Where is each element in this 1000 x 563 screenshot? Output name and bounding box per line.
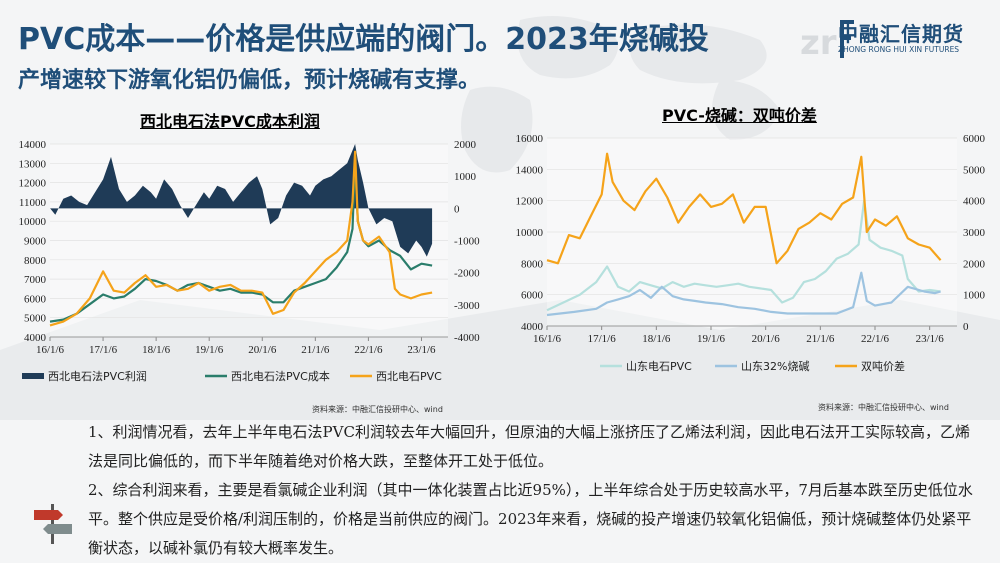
legend-label: 山东32%烧碱: [741, 360, 809, 373]
right-chart-source: 资料来源：中融汇信投研中心、wind: [818, 403, 949, 412]
x-tick-label: 17/1/6: [89, 344, 118, 356]
right-chart: 1600014000120001000080006000400060005000…: [516, 133, 986, 373]
y-right-tick-label: 1000: [454, 171, 477, 183]
y-right-tick-label: -3000: [454, 300, 480, 312]
company-name-cn: 中融汇信期货: [838, 22, 964, 46]
page-title-line-2: 产增速较下游氧化铝仍偏低，预计烧碱有支撑。: [18, 68, 481, 93]
y-left-tick-label: 4000: [521, 321, 544, 333]
right-chart-title: PVC-烧碱：双吨价差: [662, 106, 817, 125]
y-right-tick-label: 5000: [963, 164, 986, 176]
x-tick-label: 23/1/6: [407, 344, 436, 356]
svg-text:zr: zr: [800, 23, 837, 63]
y-left-tick-label: 10000: [516, 227, 544, 239]
y-left-tick-label: 8000: [521, 258, 544, 270]
page-title-line-1: PVC成本——价格是供应端的阀门。2023年烧碱投: [18, 22, 709, 57]
y-right-tick-label: 1000: [963, 290, 986, 302]
x-tick-label: 17/1/6: [588, 333, 617, 345]
legend-label: 西北电石PVC: [376, 370, 442, 383]
x-tick-label: 20/1/6: [248, 344, 277, 356]
series-2-line: [49, 150, 433, 327]
legend-label: 西北电石法PVC利润: [48, 369, 147, 383]
y-left-tick-label: 8000: [24, 255, 47, 267]
series-2-line: [546, 152, 942, 265]
series-0-area: [50, 144, 433, 257]
x-tick-label: 16/1/6: [36, 344, 65, 356]
y-right-tick-label: 6000: [963, 133, 986, 145]
y-left-tick-label: 14000: [19, 139, 47, 151]
x-tick-label: 22/1/6: [354, 344, 383, 356]
y-right-tick-label: 2000: [454, 139, 477, 151]
legend-label: 双吨价差: [861, 359, 905, 373]
y-left-tick-label: 12000: [19, 178, 47, 190]
legend-label: 西北电石法PVC成本: [231, 369, 330, 383]
x-tick-label: 18/1/6: [142, 344, 171, 356]
y-left-tick-label: 7000: [24, 274, 47, 286]
y-right-tick-label: -2000: [454, 268, 480, 280]
x-tick-label: 19/1/6: [195, 344, 224, 356]
x-tick-label: 23/1/6: [916, 333, 945, 345]
x-tick-label: 21/1/6: [806, 333, 835, 345]
y-left-tick-label: 5000: [24, 313, 47, 325]
x-tick-label: 18/1/6: [642, 333, 671, 345]
signpost-icon: [34, 504, 72, 544]
zrf-logo-icon: zr: [800, 20, 854, 63]
x-tick-label: 21/1/6: [301, 344, 330, 356]
y-left-tick-label: 10000: [19, 216, 47, 228]
y-left-tick-label: 13000: [19, 158, 47, 170]
x-tick-label: 19/1/6: [697, 333, 726, 345]
left-chart-source: 资料来源：中融汇信投研中心、wind: [312, 405, 443, 414]
y-left-tick-label: 6000: [521, 290, 544, 302]
y-right-tick-label: 2000: [963, 258, 986, 270]
company-name-en: ZHONG RONG HUI XIN FUTURES: [838, 45, 960, 54]
series-1-line: [546, 271, 941, 317]
y-right-tick-label: 0: [454, 203, 460, 215]
x-tick-label: 16/1/6: [533, 333, 562, 345]
series-0-line: [546, 199, 941, 312]
y-left-tick-label: 14000: [516, 164, 544, 176]
left-chart: 1400013000120001100010000900080007000600…: [19, 139, 481, 383]
y-left-tick-label: 9000: [24, 236, 47, 248]
x-tick-label: 20/1/6: [752, 333, 781, 345]
y-left-tick-label: 6000: [24, 293, 47, 305]
y-left-tick-label: 11000: [19, 197, 47, 209]
legend-swatch: [22, 373, 44, 379]
paragraph-overall: 2、综合利润来看，主要是看氯碱企业利润（其中一体化装置占比近95%），上半年综合…: [88, 481, 973, 557]
left-chart-title: 西北电石法PVC成本利润: [140, 112, 320, 131]
y-right-tick-label: -1000: [454, 236, 480, 248]
x-tick-label: 22/1/6: [861, 333, 890, 345]
y-left-tick-label: 4000: [24, 332, 47, 344]
y-left-tick-label: 16000: [516, 133, 544, 145]
y-right-tick-label: -4000: [454, 332, 480, 344]
y-right-tick-label: 3000: [963, 227, 986, 239]
y-right-tick-label: 0: [963, 321, 969, 333]
paragraph-profit: 1、利润情况看，去年上半年电石法PVC利润较去年大幅回升，但原油的大幅上涨挤压了…: [88, 423, 970, 470]
y-right-tick-label: 4000: [963, 196, 986, 208]
legend-label: 山东电石PVC: [626, 360, 692, 373]
y-left-tick-label: 12000: [516, 196, 544, 208]
